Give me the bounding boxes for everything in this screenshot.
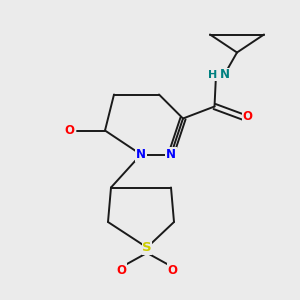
Text: N: N — [136, 148, 146, 161]
Text: O: O — [116, 263, 127, 277]
Text: H: H — [208, 70, 217, 80]
Text: O: O — [64, 124, 74, 137]
Text: N: N — [220, 68, 230, 82]
Text: N: N — [166, 148, 176, 161]
Text: S: S — [142, 241, 152, 254]
Text: O: O — [242, 110, 253, 124]
Text: O: O — [167, 263, 178, 277]
